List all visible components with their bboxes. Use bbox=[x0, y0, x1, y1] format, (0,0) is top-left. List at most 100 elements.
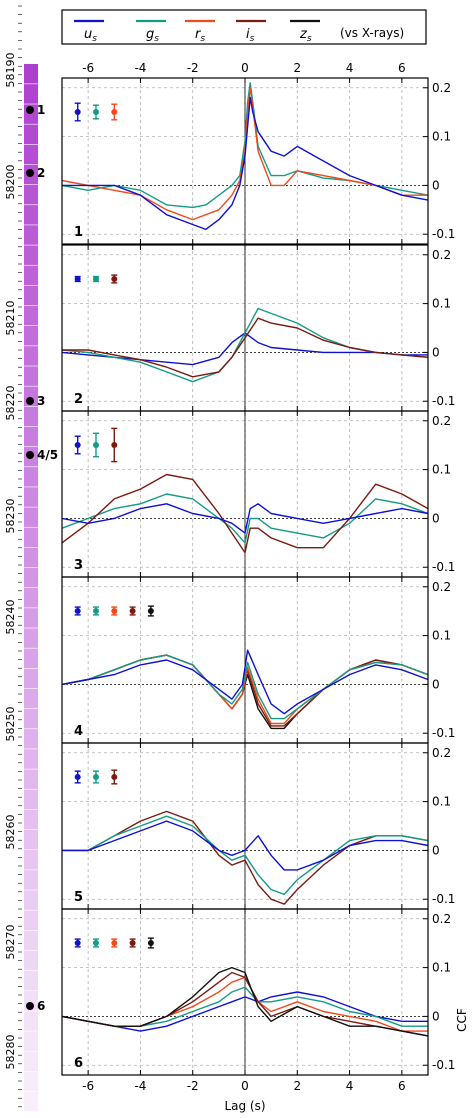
y-tick-label: 0.2 bbox=[432, 81, 451, 95]
timeline-marker-label: 4/5 bbox=[37, 448, 58, 462]
timeline-marker-label: 6 bbox=[37, 999, 45, 1013]
timeline-tick-label: 58210 bbox=[4, 301, 17, 336]
error-point-u bbox=[74, 608, 81, 614]
timeline-block bbox=[24, 305, 38, 326]
timeline-block bbox=[24, 467, 38, 487]
y-tick-label: -0.1 bbox=[432, 394, 455, 408]
series-line-u bbox=[61, 991, 428, 1032]
series-line-g bbox=[61, 82, 429, 209]
x-tick-label-top: 2 bbox=[293, 61, 301, 75]
panel-label: 5 bbox=[74, 890, 83, 905]
timeline-block bbox=[24, 1011, 38, 1031]
x-tick-label: -4 bbox=[134, 1079, 146, 1093]
y-tick-label: 0 bbox=[432, 677, 440, 691]
timeline-tick-label: 58230 bbox=[4, 499, 17, 534]
x-tick-label-top: 0 bbox=[241, 61, 249, 75]
error-point-z bbox=[147, 608, 154, 614]
y-tick-label: 0 bbox=[432, 1009, 440, 1023]
y-axis-label: CCF bbox=[455, 1008, 469, 1032]
timeline-tick-label: 58220 bbox=[4, 386, 17, 421]
timeline-block bbox=[24, 950, 38, 971]
error-point-u bbox=[74, 940, 81, 946]
legend-label-u: us bbox=[84, 27, 97, 44]
timeline-block bbox=[24, 708, 38, 729]
timeline-block bbox=[24, 809, 38, 830]
error-point-r bbox=[111, 608, 118, 614]
series-line-z bbox=[61, 966, 429, 1037]
error-point-u bbox=[74, 442, 81, 448]
timeline-marker-label: 3 bbox=[37, 394, 45, 408]
series-line-r bbox=[61, 87, 428, 221]
panel-2: -0.1 0 0.1 0.2 2 bbox=[61, 244, 455, 412]
panel-5: -0.1 0 0.1 0.2 5 bbox=[61, 742, 455, 910]
y-tick-label: 0.2 bbox=[432, 248, 451, 262]
timeline-block bbox=[24, 608, 38, 628]
timeline-block bbox=[24, 930, 38, 951]
timeline-block bbox=[24, 225, 38, 245]
timeline-tick-label: 58240 bbox=[4, 600, 17, 635]
x-tick-label: 2 bbox=[293, 1079, 301, 1093]
timeline-marker bbox=[26, 106, 34, 114]
timeline-block bbox=[24, 628, 38, 648]
error-point-g bbox=[92, 276, 99, 282]
y-tick-label: 0 bbox=[432, 345, 440, 359]
timeline-marker-label: 2 bbox=[37, 166, 45, 180]
x-tick-label: 4 bbox=[346, 1079, 354, 1093]
x-tick-label-top: 4 bbox=[346, 61, 354, 75]
panel-6: -0.1 0 0.1 0.2 6 bbox=[61, 908, 455, 1076]
series-line-u bbox=[61, 503, 429, 534]
timeline-block bbox=[24, 124, 38, 145]
series-line-u bbox=[61, 649, 429, 715]
timeline-tick-label: 58200 bbox=[4, 165, 17, 200]
timeline-block bbox=[24, 668, 38, 689]
observation-timeline: 58190 58200 58210 58220 58230 58240 58250 58260… bbox=[4, 5, 58, 1112]
timeline-marker bbox=[26, 451, 34, 459]
legend-box bbox=[61, 9, 427, 45]
x-axis-label: Lag (s) bbox=[224, 1099, 265, 1113]
timeline-block bbox=[24, 205, 38, 225]
timeline-block bbox=[24, 265, 38, 286]
error-point-g bbox=[92, 109, 99, 115]
y-tick-label: 0.1 bbox=[432, 463, 451, 477]
y-tick-label: 0.2 bbox=[432, 580, 451, 594]
error-point-r bbox=[111, 109, 118, 115]
y-tick-label: 0 bbox=[432, 178, 440, 192]
x-tick-label-top: -2 bbox=[187, 61, 199, 75]
y-tick-label: 0.1 bbox=[432, 795, 451, 809]
series-line-g bbox=[62, 815, 429, 896]
x-tick-label: 0 bbox=[241, 1079, 249, 1093]
timeline-tick-label: 58280 bbox=[4, 1035, 17, 1070]
timeline-block bbox=[24, 346, 38, 366]
timeline-block bbox=[24, 769, 38, 789]
x-tick-label: 6 bbox=[398, 1079, 406, 1093]
series-line-u bbox=[62, 96, 429, 231]
timeline-block bbox=[24, 1091, 38, 1112]
timeline-block bbox=[24, 850, 38, 870]
series-line-i bbox=[62, 317, 429, 378]
timeline-block bbox=[24, 1031, 38, 1051]
legend-label-z: zs bbox=[299, 27, 312, 44]
timeline-marker-label: 1 bbox=[37, 103, 45, 117]
x-tick-label-top: -4 bbox=[134, 61, 146, 75]
error-point-z bbox=[147, 940, 154, 946]
timeline-block bbox=[24, 829, 38, 850]
error-point-g bbox=[92, 608, 99, 614]
timeline-tick-label: 58190 bbox=[4, 53, 17, 88]
y-tick-label: 0.2 bbox=[432, 746, 451, 760]
error-point-i bbox=[111, 276, 118, 282]
series-line-i bbox=[61, 473, 429, 554]
legend-label-i: is bbox=[246, 27, 255, 44]
error-point-u bbox=[74, 109, 81, 115]
y-tick-label: 0 bbox=[432, 511, 440, 525]
timeline-block bbox=[24, 527, 38, 548]
x-tick-label-top: 6 bbox=[398, 61, 406, 75]
panel-label: 1 bbox=[74, 225, 83, 240]
timeline-block bbox=[24, 406, 38, 427]
timeline-block bbox=[24, 970, 38, 991]
y-tick-label: -0.1 bbox=[432, 1058, 455, 1072]
timeline-block bbox=[24, 285, 38, 306]
error-point-g bbox=[92, 442, 99, 448]
timeline-block bbox=[24, 426, 38, 447]
timeline-block bbox=[24, 487, 38, 507]
